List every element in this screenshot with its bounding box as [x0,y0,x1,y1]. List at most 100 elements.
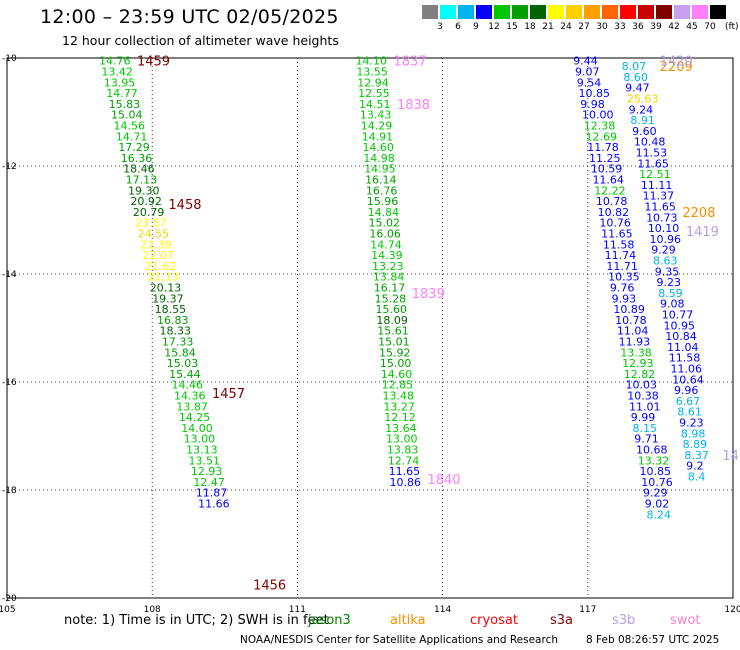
wave-height-value: 11.74 [605,249,637,262]
wave-height-value: 11.87 [196,487,228,500]
colorbar-swatch [602,5,618,19]
wave-height-value: 13.51 [189,454,221,467]
wave-height-value: 14.51 [359,98,391,111]
colorbar-swatch [620,5,636,19]
wave-height-value: 8.24 [646,508,671,521]
wave-height-value: 18.09 [376,314,408,327]
satellite-legend-item: cryosat [470,613,518,628]
satellite-legend-item: swot [670,613,701,628]
wave-height-value: 8.89 [683,438,708,451]
wave-height-value: 14.95 [364,163,396,176]
wave-height-value: 10.85 [639,465,671,478]
wave-height-value: 14.46 [172,379,204,392]
colorbar-swatch [494,5,510,19]
satellite-legend-item: s3b [612,613,636,628]
wave-height-value: 10.76 [599,217,631,230]
wave-height-value: 10.89 [613,303,645,316]
wave-height-value: 9.93 [612,292,637,305]
colorbar-label: 30 [596,22,608,32]
wave-height-value: 17.29 [118,141,150,154]
wave-height-value: 11.04 [617,325,649,338]
wave-height-value: 10.64 [672,373,704,386]
colorbar-label: 27 [578,22,590,32]
wave-height-value: 15.92 [379,346,411,359]
wave-height-value: 13.23 [372,260,404,273]
wave-height-value: 10.35 [608,271,640,284]
wave-height-value: 12.82 [624,368,656,381]
plot-frame [6,57,734,599]
wave-height-value: 11.65 [644,201,676,214]
wave-height-value: 13.95 [104,76,136,89]
wave-height-value: 11.71 [606,260,638,273]
wave-height-value: 14.10 [355,55,387,68]
wave-height-value: 16.36 [121,152,152,165]
wave-height-value: 12.12 [384,411,416,424]
pass-time-label: 2209 [660,60,693,75]
wave-height-value: 9.29 [651,244,676,257]
wave-height-value: 9.96 [674,384,699,397]
wave-height-value: 15.01 [378,336,410,349]
wave-height-value: 13.83 [387,444,419,457]
wave-height-value: 12.47 [193,476,225,489]
chart-title: 12:00 – 23:59 UTC 02/05/2025 [40,6,339,28]
y-tick-label: -12 [2,162,17,172]
y-tick-label: -18 [2,486,17,496]
colorbar-swatch [710,5,726,19]
colorbar-label: 36 [632,22,644,32]
wave-height-value: 9.47 [625,82,650,95]
wave-height-value: 14.91 [362,130,394,143]
y-tick-label: -14 [2,270,17,280]
wave-height-value: 13.43 [360,109,392,122]
colorbar-swatch [422,5,438,19]
wave-height-value: 16.14 [365,174,397,187]
wave-height-value: 16.17 [374,282,406,295]
colorbar-swatch [458,5,474,19]
colorbar-label: 15 [506,22,518,32]
wave-height-value: 13.87 [176,400,208,413]
wave-height-value: 11.06 [670,363,702,376]
pass-time-label: 1457 [212,387,245,402]
colorbar-label: 70 [704,22,716,32]
wave-height-value: 15.61 [377,325,409,338]
wave-height-value: 6.67 [676,395,701,408]
wave-height-value: 14.74 [370,238,402,251]
x-tick-label: 120 [724,605,740,615]
wave-height-value: 11.78 [587,141,619,154]
colorbar-label: 39 [650,22,662,32]
wave-height-value: 15.02 [369,217,401,230]
wave-height-value: 10.59 [591,163,623,176]
wave-height-value: 12.94 [357,76,389,89]
wave-height-value: 10.00 [582,109,614,122]
pass-time-label: 1459 [137,55,170,70]
pass-time-label: 1456 [253,579,286,594]
wave-height-value: 13.32 [638,454,670,467]
wave-height-value: 14.36 [174,390,206,403]
pass-time-label: 2208 [682,206,715,221]
wave-height-value: 23.57 [135,217,167,230]
wave-height-value: 9.35 [655,265,680,278]
colorbar-label: 45 [686,22,698,32]
pass-time-label: 1838 [397,98,430,113]
wave-height-value: 15.44 [169,368,201,381]
wave-height-value: 15.96 [367,195,399,208]
wave-height-value: 14.60 [362,141,394,154]
wave-height-value: 11.58 [603,238,635,251]
wave-height-value: 11.64 [592,174,624,187]
generation-timestamp: 8 Feb 08:26:57 UTC 2025 [586,634,720,646]
colorbar-label: 21 [542,22,554,32]
wave-height-value: 15.83 [109,98,141,111]
satellite-legend-item: altika [390,613,426,628]
wave-height-value: 9.2 [686,460,704,473]
colorbar-swatch [530,5,546,19]
wave-height-value: 9.24 [629,103,654,116]
colorbar-swatch [656,5,672,19]
wave-height-value: 9.44 [573,55,598,68]
pass-time-label: 1458 [168,198,201,213]
x-tick-label: 108 [144,605,161,615]
wave-height-value: 14.71 [116,130,147,143]
wave-height-value: 12.55 [358,87,390,100]
wave-height-value: 10.48 [634,136,666,149]
wave-height-value: 15.84 [164,346,196,359]
colorbar-label: 9 [473,22,479,32]
footnote: note: 1) Time is in UTC; 2) SWH is in fe… [64,613,329,628]
